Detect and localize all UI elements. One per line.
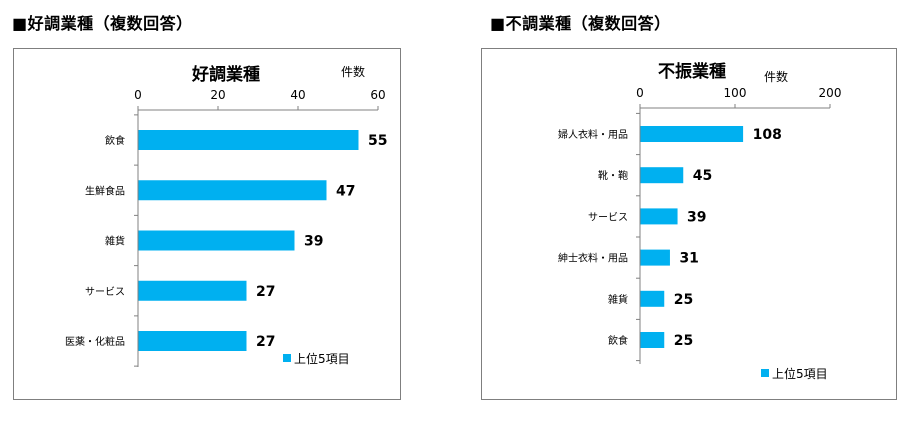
right-legend-label: 上位5項目 — [772, 366, 828, 381]
right-bar — [640, 290, 665, 307]
right-bar — [640, 208, 678, 225]
right-data-label: 108 — [753, 127, 782, 143]
left-category-label: サービス — [85, 286, 125, 298]
left-section-heading: ■好調業種（複数回答） — [12, 14, 193, 33]
right-data-label: 31 — [679, 251, 698, 267]
right-category-label: 飲食 — [608, 334, 628, 347]
right-tick-label: 200 — [819, 86, 842, 100]
right-tick-label: 0 — [636, 86, 644, 100]
right-data-label: 39 — [687, 209, 706, 225]
right-section-heading: ■不調業種（複数回答） — [490, 14, 671, 33]
right-bar — [640, 249, 670, 266]
right-unit-label: 件数 — [764, 69, 788, 84]
right-category-label: 紳士衣料・用品 — [558, 252, 628, 265]
left-tick-label: 20 — [210, 88, 225, 102]
left-category-label: 医薬・化粧品 — [65, 335, 125, 348]
right-legend-swatch — [761, 369, 769, 377]
right-bar — [640, 126, 744, 142]
left-unit-label: 件数 — [341, 64, 365, 79]
left-legend-swatch — [283, 354, 291, 362]
right-category-label: 雑貨 — [608, 293, 628, 306]
right-bar — [640, 332, 665, 348]
right-chart-frame — [481, 48, 897, 400]
left-data-label: 39 — [304, 234, 323, 250]
right-category-label: 靴・鞄 — [598, 169, 628, 182]
left-data-label: 55 — [368, 133, 387, 149]
left-data-label: 47 — [336, 183, 355, 199]
right-category-label: サービス — [588, 211, 628, 223]
right-data-label: 45 — [693, 168, 712, 184]
right-category-label: 婦人衣料・用品 — [558, 128, 628, 141]
left-category-label: 飲食 — [105, 134, 125, 147]
left-category-label: 生鮮食品 — [85, 184, 125, 197]
left-data-label: 27 — [256, 334, 275, 350]
left-bar — [138, 230, 295, 251]
left-tick-label: 60 — [370, 88, 385, 102]
left-chart-title: 好調業種 — [191, 64, 260, 85]
right-bar — [640, 167, 684, 184]
right-data-label: 25 — [674, 292, 693, 308]
left-bar — [138, 180, 327, 201]
left-tick-label: 0 — [134, 88, 142, 102]
left-bar — [138, 130, 359, 150]
left-category-label: 雑貨 — [105, 235, 125, 248]
right-data-label: 25 — [674, 333, 693, 349]
left-bar — [138, 280, 247, 301]
right-tick-label: 100 — [724, 86, 747, 100]
left-tick-label: 40 — [290, 88, 305, 102]
left-bar — [138, 331, 247, 351]
right-chart-title: 不振業種 — [658, 61, 726, 82]
left-legend-label: 上位5項目 — [294, 351, 350, 366]
left-data-label: 27 — [256, 284, 275, 300]
